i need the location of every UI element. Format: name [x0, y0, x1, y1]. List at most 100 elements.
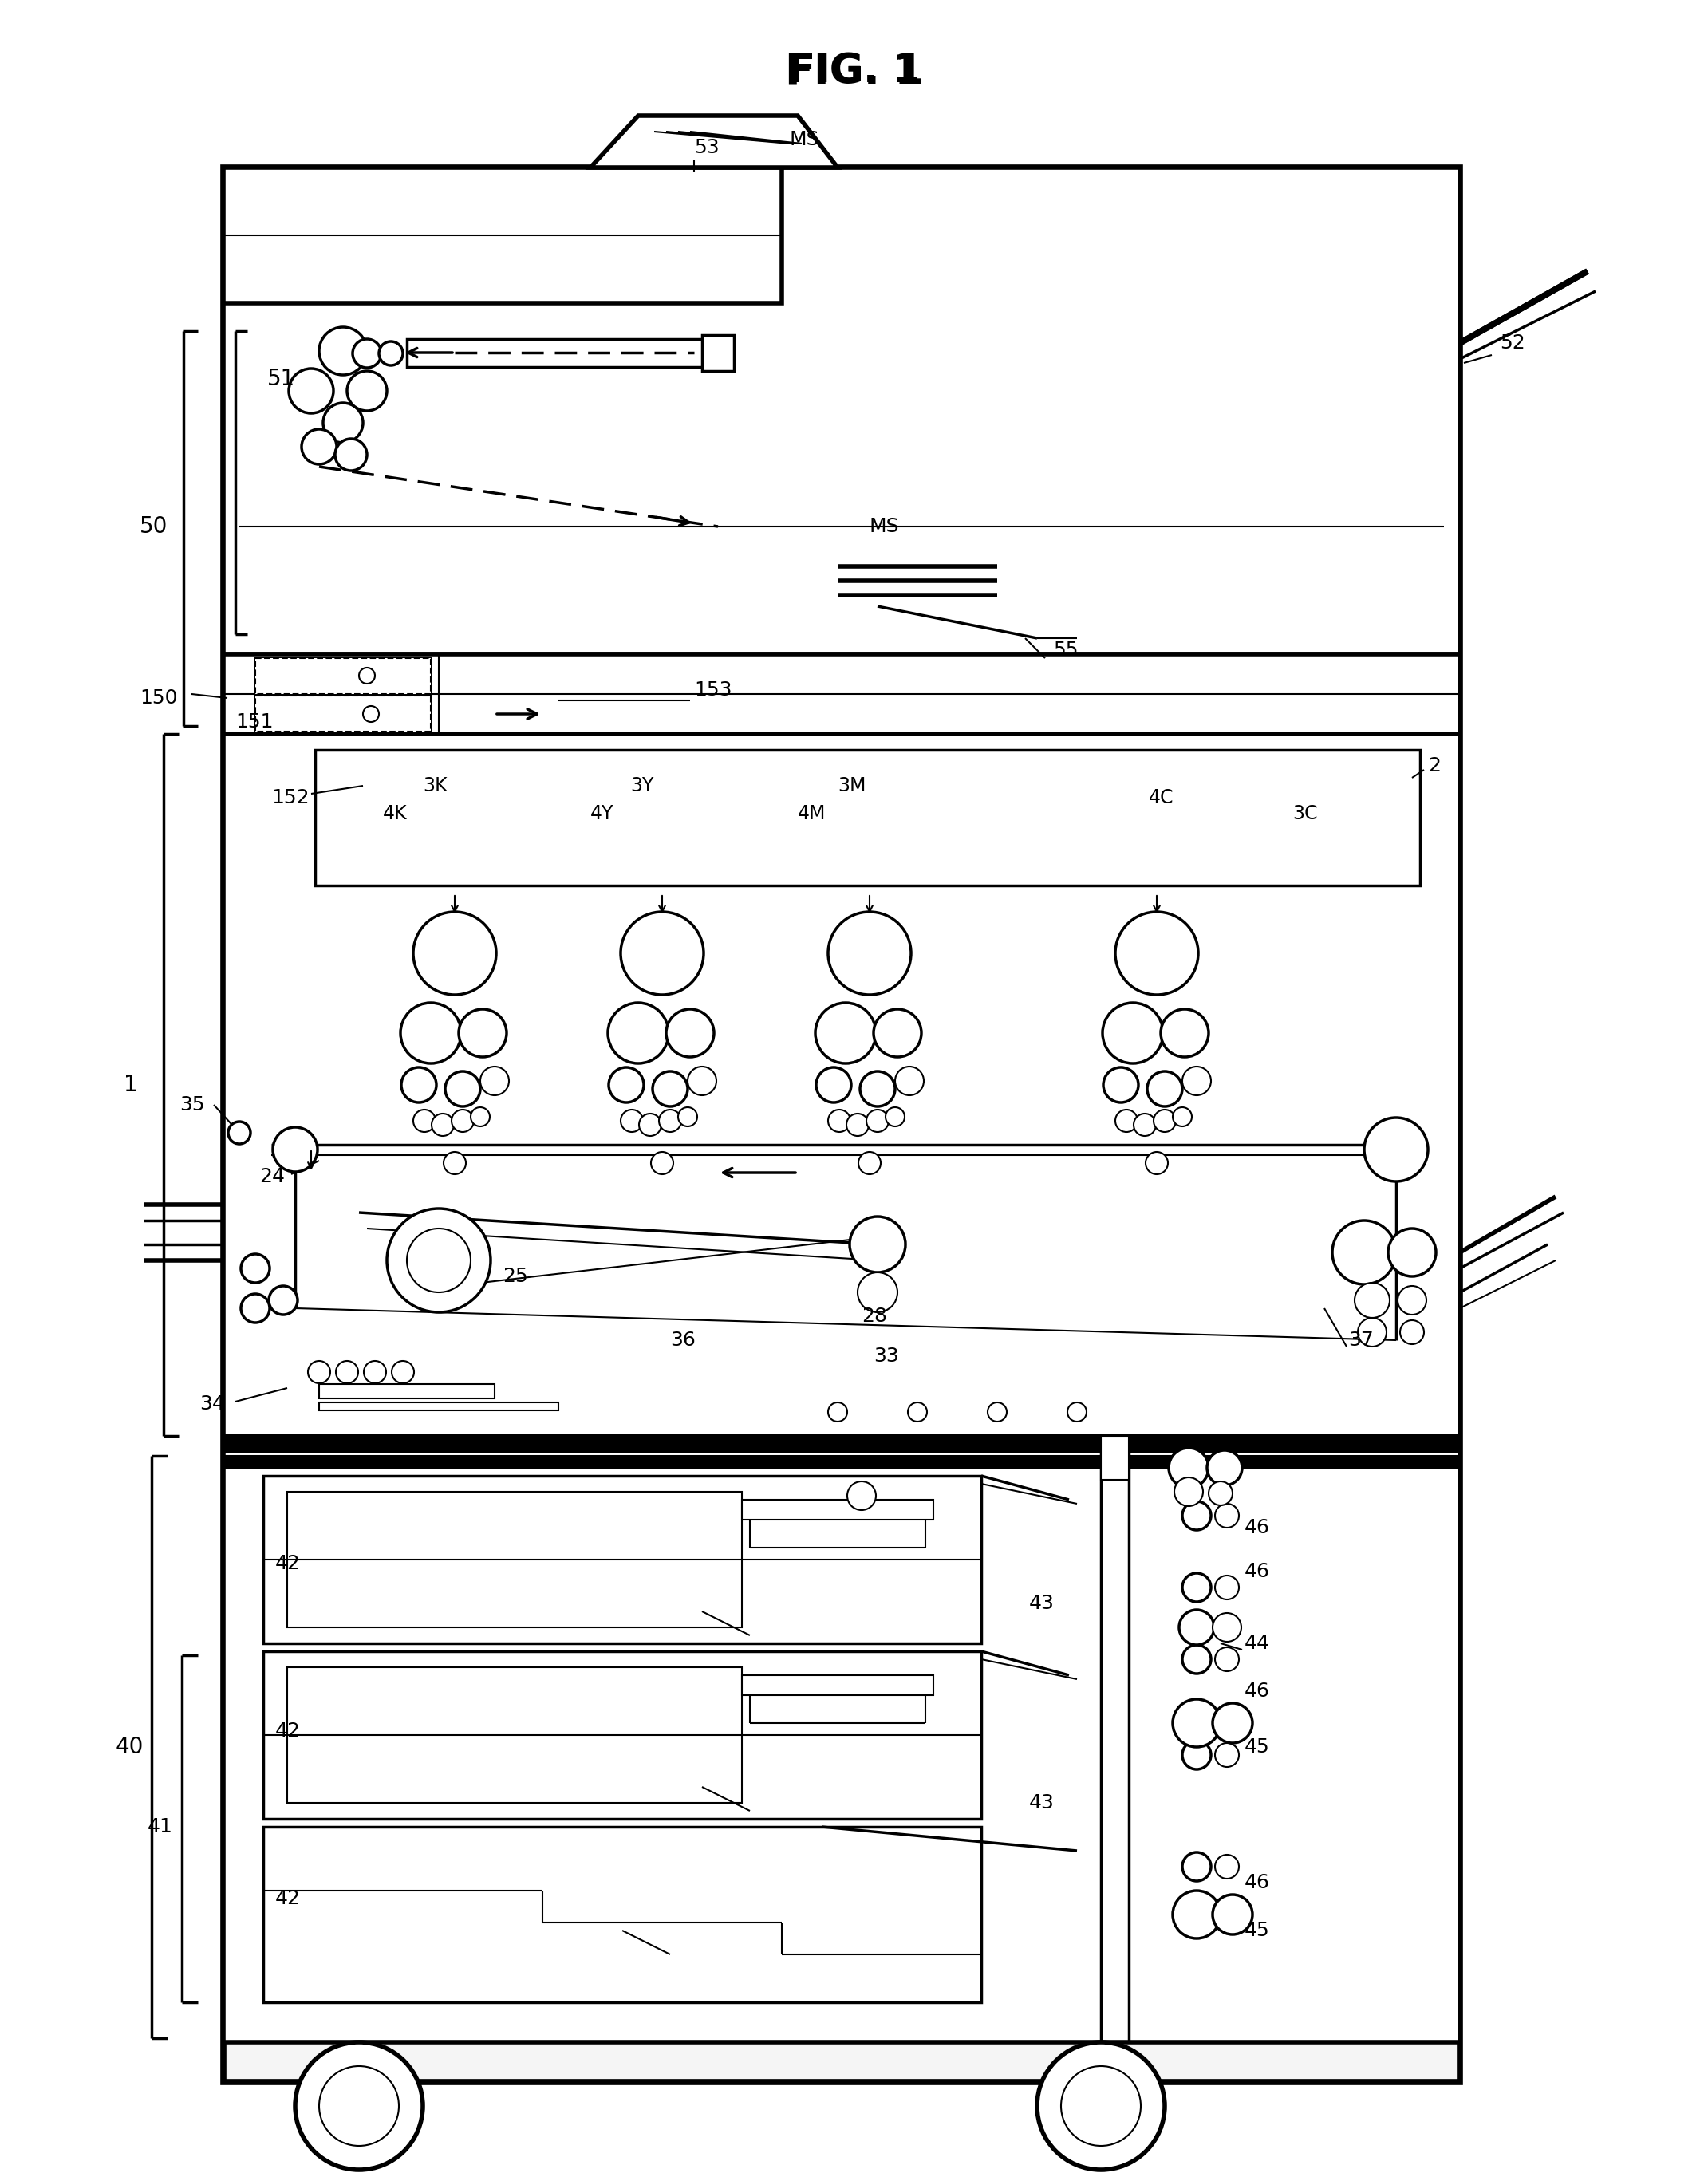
Circle shape [1214, 1576, 1238, 1600]
Text: 37: 37 [1348, 1330, 1373, 1350]
Text: 42: 42 [275, 1722, 301, 1742]
Circle shape [1182, 1067, 1211, 1095]
Circle shape [379, 342, 403, 366]
Circle shape [678, 1108, 697, 1126]
Circle shape [620, 912, 704, 995]
Bar [263, 1652, 980, 1818]
Circle shape [688, 1067, 716, 1095]
Text: 35: 35 [179, 1095, 205, 1115]
Text: 45: 45 [1245, 1737, 1269, 1757]
Circle shape [608, 1067, 644, 1102]
Circle shape [1401, 1319, 1424, 1343]
Circle shape [847, 1480, 876, 1511]
Circle shape [1209, 1480, 1233, 1504]
Circle shape [1358, 1317, 1387, 1348]
Circle shape [861, 1071, 895, 1106]
Text: 46: 46 [1245, 1872, 1271, 1892]
Circle shape [815, 1004, 876, 1062]
Circle shape [1173, 1700, 1221, 1746]
Circle shape [323, 403, 364, 442]
Circle shape [295, 2042, 424, 2170]
Bar [319, 1402, 559, 1411]
Bar [319, 1385, 495, 1398]
Circle shape [1214, 1855, 1238, 1879]
Text: 24: 24 [260, 1167, 285, 1186]
Text: 43: 43 [1030, 1594, 1054, 1613]
Circle shape [859, 1152, 881, 1173]
Circle shape [273, 1128, 318, 1171]
Circle shape [1068, 1402, 1086, 1422]
Bar [254, 657, 430, 694]
Text: 40: 40 [116, 1735, 143, 1759]
Text: 52: 52 [1500, 333, 1525, 353]
Text: 28: 28 [861, 1306, 886, 1326]
Circle shape [241, 1254, 270, 1282]
Circle shape [1214, 1744, 1238, 1768]
Circle shape [352, 340, 381, 368]
Bar [254, 697, 430, 731]
Circle shape [659, 1110, 681, 1132]
Circle shape [639, 1115, 661, 1136]
Circle shape [364, 1361, 386, 1382]
Bar [224, 653, 1460, 734]
Text: 50: 50 [140, 516, 167, 538]
Circle shape [1168, 1448, 1209, 1487]
Bar [1102, 1437, 1129, 1480]
Text: 25: 25 [502, 1267, 528, 1287]
Circle shape [1214, 1648, 1238, 1672]
Bar [314, 749, 1419, 886]
Circle shape [336, 1361, 359, 1382]
Circle shape [459, 1010, 507, 1058]
Circle shape [816, 1067, 851, 1102]
Circle shape [1102, 1004, 1163, 1062]
Circle shape [302, 429, 336, 464]
Circle shape [1179, 1609, 1214, 1646]
Circle shape [359, 668, 376, 684]
Circle shape [471, 1108, 490, 1126]
Text: 153: 153 [693, 681, 733, 699]
Circle shape [849, 1217, 905, 1271]
Bar [266, 701, 290, 718]
Circle shape [885, 1108, 905, 1126]
Circle shape [1397, 1287, 1426, 1315]
Text: 33: 33 [873, 1348, 898, 1365]
Bar [263, 1476, 980, 1644]
Circle shape [1182, 1574, 1211, 1602]
Bar [263, 1827, 980, 2003]
Circle shape [451, 1110, 473, 1132]
Circle shape [895, 1067, 924, 1095]
Text: 150: 150 [140, 688, 178, 708]
Circle shape [828, 912, 910, 995]
Text: 34: 34 [200, 1395, 225, 1413]
Text: 4Y: 4Y [591, 803, 613, 823]
Text: 41: 41 [147, 1818, 173, 1837]
Circle shape [1173, 1108, 1192, 1126]
Bar [741, 1500, 933, 1520]
Circle shape [1389, 1228, 1436, 1276]
Bar [702, 335, 734, 370]
Circle shape [652, 1071, 688, 1106]
Text: 3M: 3M [837, 777, 866, 795]
Text: 4M: 4M [798, 803, 827, 823]
Bar [287, 1668, 741, 1803]
Circle shape [1365, 1117, 1428, 1182]
Circle shape [413, 912, 497, 995]
Text: 46: 46 [1245, 1681, 1271, 1700]
Text: 45: 45 [1245, 1920, 1269, 1940]
Circle shape [1115, 912, 1199, 995]
Circle shape [866, 1110, 888, 1132]
Text: 152: 152 [272, 788, 309, 808]
Circle shape [400, 1004, 461, 1062]
Circle shape [364, 705, 379, 723]
Bar [224, 168, 1460, 653]
Circle shape [1332, 1221, 1395, 1284]
Circle shape [1182, 1646, 1211, 1674]
Bar [254, 697, 430, 731]
Text: 4K: 4K [383, 803, 407, 823]
Text: 43: 43 [1030, 1794, 1054, 1813]
Bar [266, 664, 290, 681]
Text: MS: MS [789, 131, 820, 150]
Text: 42: 42 [275, 1890, 301, 1909]
Circle shape [268, 1287, 297, 1315]
Circle shape [1182, 1853, 1211, 1881]
